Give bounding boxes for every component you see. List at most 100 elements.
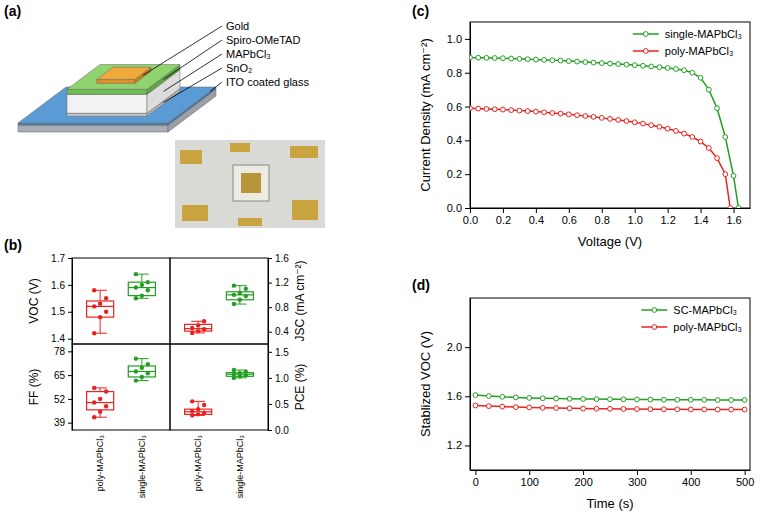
- data-point: [715, 106, 720, 111]
- tick-mark: [529, 470, 530, 475]
- tick: 1.6: [447, 390, 470, 402]
- data-point: [509, 108, 514, 113]
- panel-b: (b)1.41.51.61.7VOC (V)0.40.81.21.6JSC (m…: [4, 237, 307, 498]
- tick-mark: [268, 430, 272, 431]
- tick: 1.2: [660, 208, 675, 226]
- data-point: [492, 107, 497, 112]
- tick: 0.6: [562, 208, 577, 226]
- data-point: [104, 389, 108, 393]
- tick-mark: [637, 470, 638, 475]
- tick: 1.5: [51, 306, 72, 317]
- photo-electrode: [292, 200, 318, 220]
- tick: 0.8: [268, 302, 289, 313]
- data-point: [688, 397, 693, 402]
- data-point: [575, 113, 580, 118]
- tick: 0.4: [529, 208, 544, 226]
- marks: [87, 272, 156, 336]
- data-point: [635, 407, 640, 412]
- data-point: [641, 121, 646, 126]
- tick-mark: [583, 470, 584, 475]
- tick-mark: [268, 352, 272, 353]
- tick-mark: [268, 378, 272, 379]
- data-point: [486, 404, 491, 409]
- panel-label: (d): [412, 277, 430, 293]
- data-point: [594, 406, 599, 411]
- data-point: [742, 407, 747, 412]
- tick: 0.0: [447, 202, 470, 214]
- tick-mark: [68, 285, 72, 286]
- panel-line: (d)01002003004005001.21.62.0Time (s)Stab…: [412, 277, 754, 511]
- tick-label: 1.2: [447, 439, 462, 451]
- tick-mark: [602, 208, 603, 213]
- data-point: [196, 323, 200, 327]
- data-point: [673, 128, 678, 133]
- plot-frame: [170, 258, 268, 344]
- data-point: [527, 405, 532, 410]
- whisker: [100, 290, 101, 301]
- data-point: [98, 410, 102, 414]
- axis-line: [470, 23, 471, 209]
- data-point: [567, 406, 572, 411]
- tick-label: 1.0: [628, 214, 643, 226]
- tick-mark: [465, 174, 470, 175]
- axis-line: [268, 259, 269, 345]
- layer-label: Spiro-OMeTAD: [226, 34, 300, 46]
- data-point: [698, 75, 703, 80]
- tick-mark: [734, 208, 735, 213]
- glass-substrate: [18, 125, 168, 132]
- plot-frame: [470, 22, 750, 208]
- tick-mark: [701, 208, 702, 213]
- tick-label: 200: [574, 476, 592, 488]
- tick-mark: [465, 73, 470, 74]
- data-point: [608, 61, 613, 66]
- category-label: poly-MAPbCl₃: [95, 435, 105, 492]
- tick-label: 1.7: [51, 253, 65, 264]
- data-point: [513, 405, 518, 410]
- data-point: [92, 331, 96, 335]
- tick: 0.0: [463, 208, 478, 226]
- tick: 0.2: [496, 208, 511, 226]
- marks: [185, 368, 254, 418]
- device-layer: [97, 67, 151, 79]
- axis-line: [268, 345, 269, 431]
- data-point: [92, 288, 96, 292]
- photo-electrode: [180, 150, 202, 164]
- tick-mark: [465, 208, 470, 209]
- tick-label: 1.5: [51, 306, 65, 317]
- tick-mark: [745, 470, 746, 475]
- tick: 0.6: [447, 101, 470, 113]
- data-point: [484, 55, 489, 60]
- data-point: [146, 288, 150, 292]
- tick: 1.5: [268, 347, 289, 358]
- data-point: [706, 146, 711, 151]
- data-point: [473, 403, 478, 408]
- data-point: [690, 135, 695, 140]
- data-point: [196, 407, 200, 411]
- data-point: [690, 70, 695, 75]
- data-point: [500, 404, 505, 409]
- data-point: [698, 139, 703, 144]
- whisker: [141, 274, 142, 282]
- data-point: [517, 56, 522, 61]
- legend-item: single-MAPbCl₃: [633, 28, 742, 40]
- tick: 2.0: [447, 341, 470, 353]
- data-point: [500, 394, 505, 399]
- data-point: [140, 375, 144, 379]
- data-point: [706, 87, 711, 92]
- tick: 1.4: [51, 333, 72, 344]
- y-axis: 1.41.51.61.7: [51, 253, 72, 345]
- marks: [473, 393, 747, 412]
- category-label: single-MAPbCl₃: [235, 435, 245, 499]
- median: [128, 287, 155, 288]
- data-point: [682, 131, 687, 136]
- tick-mark: [268, 258, 272, 259]
- axis-line: [72, 259, 73, 345]
- tick-mark: [68, 423, 72, 424]
- data-point: [525, 109, 530, 114]
- box: [87, 301, 114, 317]
- subplot: 1.41.51.61.7VOC (V): [27, 253, 170, 345]
- data-point: [146, 280, 150, 284]
- data-point: [190, 326, 194, 330]
- data-point: [736, 206, 741, 208]
- data-point: [140, 293, 144, 297]
